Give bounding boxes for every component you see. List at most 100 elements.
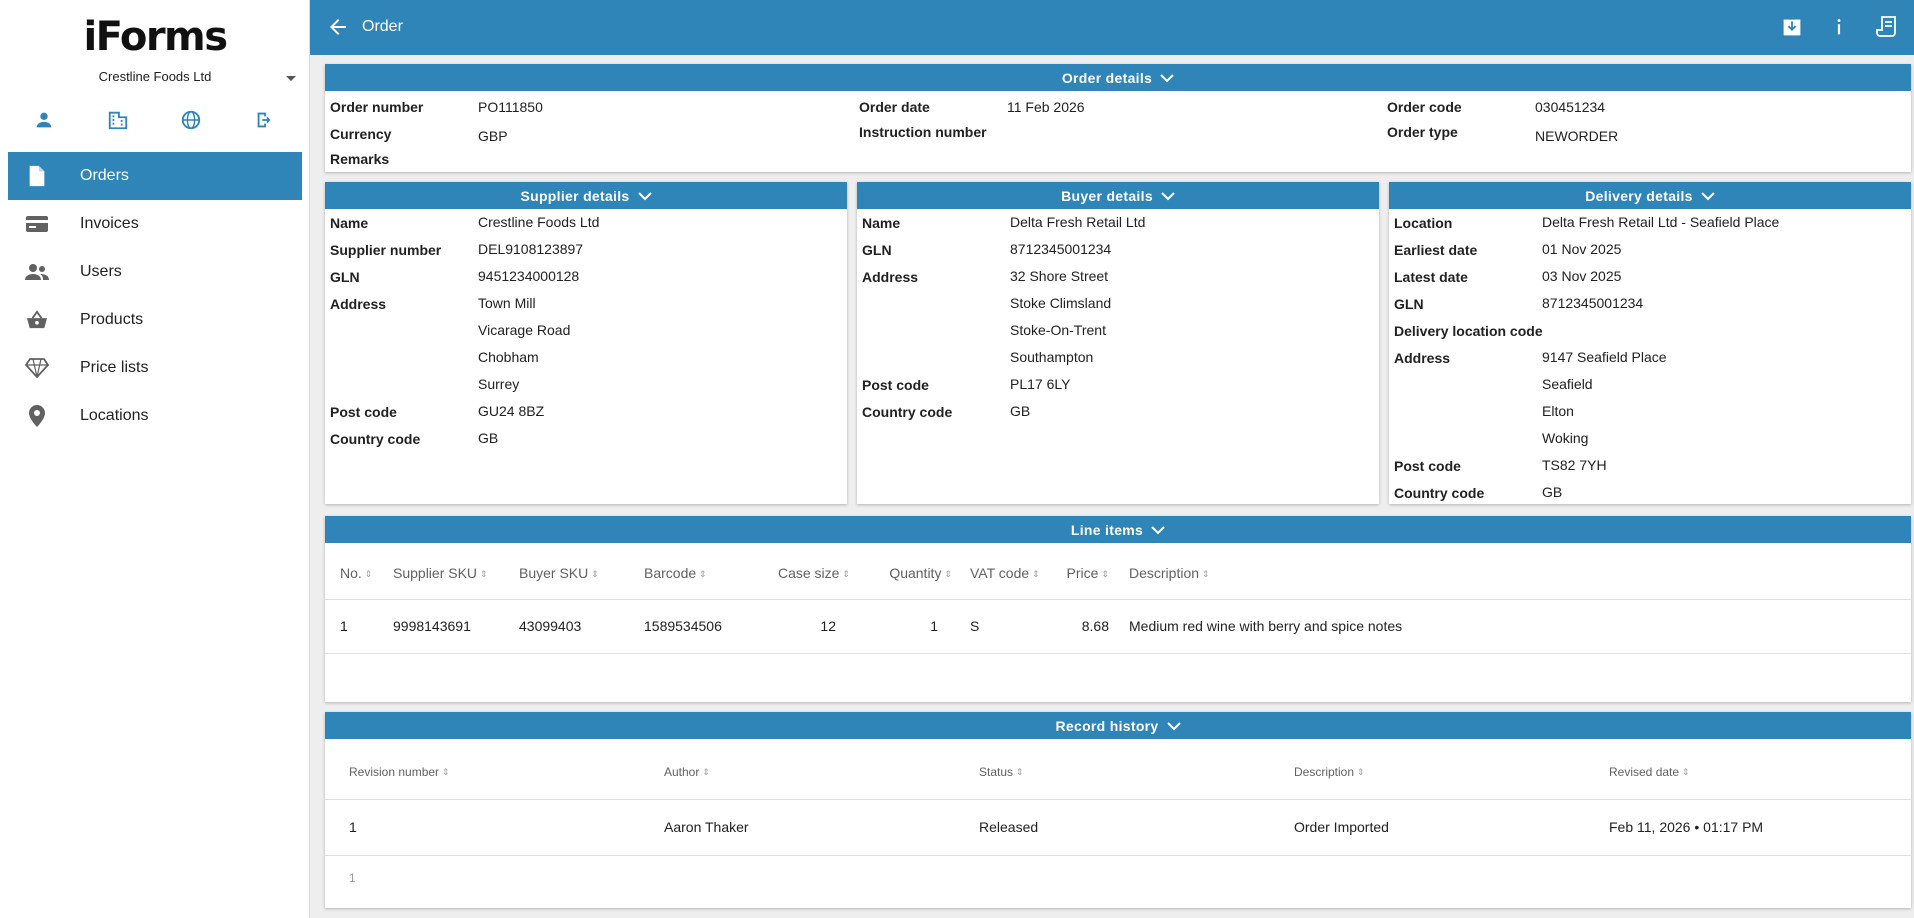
column-header-description[interactable]: Description ⇕ bbox=[1294, 764, 1365, 779]
order-code-value: 030451234 bbox=[1535, 99, 1606, 115]
company-selector[interactable]: Crestline Foods Ltd bbox=[98, 69, 212, 84]
delivery-details-card: Delivery details Location Delta Fresh Ret… bbox=[1389, 182, 1911, 504]
column-header-revised-date[interactable]: Revised date ⇕ bbox=[1609, 764, 1690, 779]
supplier-number-value: DEL9108123897 bbox=[478, 241, 584, 257]
section-title: Supplier details bbox=[520, 187, 630, 204]
buyer-country-value: GB bbox=[1010, 403, 1031, 419]
address-line: Town Mill bbox=[478, 295, 536, 311]
address-line: Stoke-On-Trent bbox=[1010, 322, 1106, 338]
download-icon[interactable] bbox=[1778, 13, 1806, 41]
cell-supplier-sku: 9998143691 bbox=[393, 618, 471, 634]
supplier-details-header[interactable]: Supplier details bbox=[325, 182, 847, 209]
column-header-author[interactable]: Author ⇕ bbox=[664, 764, 710, 779]
field-label: Address bbox=[1394, 350, 1451, 366]
basket-icon bbox=[8, 310, 80, 330]
globe-icon[interactable] bbox=[177, 106, 205, 134]
chevron-down-icon bbox=[1166, 721, 1181, 730]
supplier-country-value: GB bbox=[478, 430, 499, 446]
line-items-card: Line items No. ⇕ Supplier SKU ⇕ Buyer SKU ⇕… bbox=[325, 516, 1911, 702]
order-details-card: Order details Order number PO111850 Curr… bbox=[325, 64, 1911, 172]
sidebar-item-label: Invoices bbox=[80, 215, 139, 232]
cell-buyer-sku: 43099403 bbox=[519, 618, 582, 634]
cell-price: 8.68 bbox=[1081, 618, 1109, 634]
chevron-down-icon bbox=[1161, 191, 1175, 200]
column-header-description[interactable]: Description ⇕ bbox=[1129, 564, 1210, 581]
order-details-header[interactable]: Order details bbox=[325, 64, 1911, 91]
field-label: Name bbox=[330, 215, 369, 231]
cell-quantity: 1 bbox=[930, 618, 938, 634]
section-title: Buyer details bbox=[1061, 187, 1153, 204]
address-line: 32 Shore Street bbox=[1010, 268, 1109, 284]
field-label: Earliest date bbox=[1394, 242, 1478, 258]
address-line: Vicarage Road bbox=[478, 322, 571, 338]
field-label: Supplier number bbox=[330, 242, 442, 258]
info-icon[interactable] bbox=[1825, 13, 1853, 41]
field-label: GLN bbox=[862, 242, 892, 258]
table-header-row: Revision number ⇕ Author ⇕ Status ⇕ Descrip… bbox=[325, 745, 1911, 799]
column-header-status[interactable]: Status ⇕ bbox=[979, 764, 1024, 779]
delivery-details-header[interactable]: Delivery details bbox=[1389, 182, 1911, 209]
table-header-row: No. ⇕ Supplier SKU ⇕ Buyer SKU ⇕ Barcode ⇕ C… bbox=[325, 547, 1911, 599]
back-arrow-icon[interactable] bbox=[326, 15, 352, 41]
sidebar-item-users[interactable]: Users bbox=[8, 248, 302, 296]
field-label: Currency bbox=[330, 126, 392, 142]
table-row[interactable]: 1 Aaron Thaker Released Order Imported F… bbox=[325, 799, 1911, 855]
field-label: Instruction number bbox=[859, 124, 987, 140]
top-app-bar: Order bbox=[310, 0, 1914, 55]
sidebar-item-label: Users bbox=[80, 263, 122, 280]
person-icon[interactable] bbox=[30, 106, 58, 134]
cell-author: Aaron Thaker bbox=[664, 819, 749, 835]
field-label: Delivery location code bbox=[1394, 323, 1543, 339]
record-history-card: Record history Revision number ⇕ Author ⇕ … bbox=[325, 712, 1911, 908]
column-header-vat-code[interactable]: VAT code ⇕ bbox=[970, 564, 1040, 581]
receipt-icon[interactable] bbox=[1873, 13, 1901, 41]
address-line: Stoke Climsland bbox=[1010, 295, 1112, 311]
buyer-details-card: Buyer details Name Delta Fresh Retail Ltd… bbox=[857, 182, 1379, 504]
cell-barcode: 1589534506 bbox=[644, 618, 722, 634]
currency-value: GBP bbox=[478, 128, 508, 144]
logout-icon[interactable] bbox=[251, 106, 279, 134]
address-line: Southampton bbox=[1010, 349, 1094, 365]
field-label: Order date bbox=[859, 99, 930, 115]
cell-description: Medium red wine with berry and spice not… bbox=[1129, 618, 1403, 634]
sidebar-item-products[interactable]: Products bbox=[8, 296, 302, 344]
section-title: Order details bbox=[1061, 69, 1153, 86]
sidebar-item-invoices[interactable]: Invoices bbox=[8, 200, 302, 248]
column-header-supplier-sku[interactable]: Supplier SKU ⇕ bbox=[393, 564, 488, 581]
table-row[interactable]: 1 9998143691 43099403 1589534506 12 1 S … bbox=[325, 599, 1911, 653]
sidebar-item-label: Price lists bbox=[80, 359, 149, 376]
page-title: Order bbox=[362, 18, 403, 35]
sidebar-item-orders[interactable]: Orders bbox=[8, 152, 302, 200]
order-type-value: NEWORDER bbox=[1535, 128, 1619, 144]
field-label: Post code bbox=[330, 404, 397, 420]
field-label: Order number bbox=[330, 99, 424, 115]
field-label: Remarks bbox=[330, 151, 390, 167]
address-line: Woking bbox=[1542, 430, 1589, 446]
field-label: GLN bbox=[330, 269, 360, 285]
column-header-price[interactable]: Price ⇕ bbox=[1066, 564, 1109, 581]
section-title: Delivery details bbox=[1585, 187, 1693, 204]
column-header-case-size[interactable]: Case size ⇕ bbox=[777, 564, 850, 581]
line-items-header[interactable]: Line items bbox=[325, 516, 1911, 543]
sidebar-item-price-lists[interactable]: Price lists bbox=[8, 344, 302, 392]
column-header-barcode[interactable]: Barcode ⇕ bbox=[644, 564, 707, 581]
buyer-name-value: Delta Fresh Retail Ltd bbox=[1010, 214, 1146, 230]
record-history-header[interactable]: Record history bbox=[325, 712, 1911, 739]
supplier-post-code-value: GU24 8BZ bbox=[478, 403, 545, 419]
address-line: Elton bbox=[1542, 403, 1574, 419]
column-header-revision-number[interactable]: Revision number ⇕ bbox=[349, 764, 450, 779]
column-header-no[interactable]: No. ⇕ bbox=[340, 564, 373, 581]
column-header-buyer-sku[interactable]: Buyer SKU ⇕ bbox=[519, 564, 599, 581]
address-line: Seafield bbox=[1542, 376, 1593, 392]
caret-down-icon[interactable] bbox=[286, 76, 296, 81]
address-line: Surrey bbox=[478, 376, 520, 392]
column-header-quantity[interactable]: Quantity ⇕ bbox=[889, 564, 952, 581]
section-title: Line items bbox=[1070, 521, 1144, 538]
building-icon[interactable] bbox=[104, 106, 132, 134]
delivery-gln-value: 8712345001234 bbox=[1542, 295, 1644, 311]
sidebar-item-label: Orders bbox=[80, 167, 129, 184]
buyer-details-header[interactable]: Buyer details bbox=[857, 182, 1379, 209]
sidebar-item-locations[interactable]: Locations bbox=[8, 392, 302, 440]
sidebar-item-label: Locations bbox=[80, 407, 149, 424]
pagination-page[interactable]: 1 bbox=[349, 871, 356, 885]
